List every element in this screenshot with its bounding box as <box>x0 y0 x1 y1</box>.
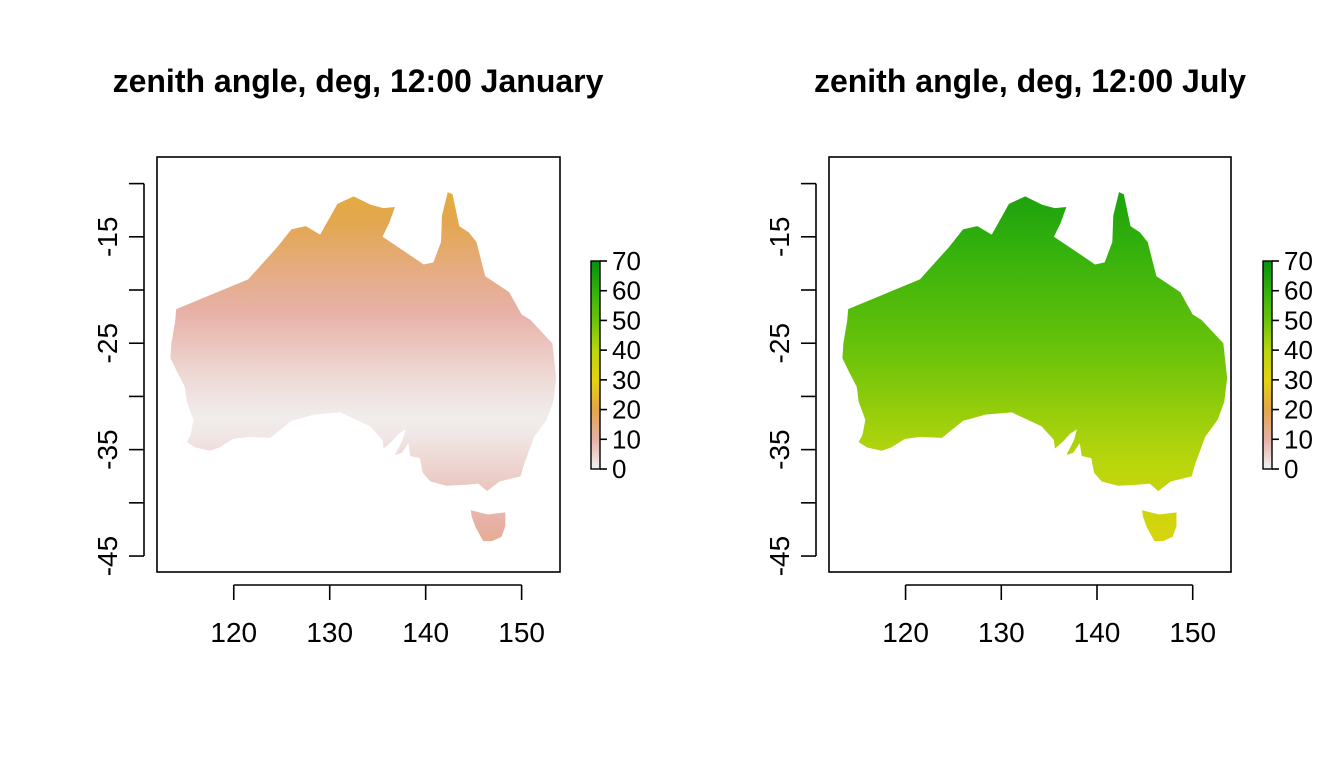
y-tick-label: -15 <box>764 217 795 257</box>
x-tick-label: 150 <box>498 617 545 648</box>
panel-2: zenith angle, deg, 12:00 July 120 130 140 15… <box>764 63 1313 648</box>
colorbar-ramp <box>590 260 601 470</box>
map-land-area <box>170 192 557 542</box>
colorbar-tick-label: 50 <box>1284 305 1313 335</box>
map-land-area <box>842 192 1228 542</box>
colorbar-tick-label: 0 <box>612 454 626 484</box>
y-tick-label: -45 <box>92 536 123 576</box>
colorbar-tick-label: 30 <box>612 365 641 395</box>
plot-frame <box>828 156 1232 573</box>
x-tick-label: 140 <box>402 617 449 648</box>
y-axis: -15 -25 -35 -45 <box>92 182 145 576</box>
plot-frame <box>156 156 561 573</box>
colorbar-tick-label: 70 <box>612 246 641 276</box>
y-axis: -15 -25 -35 -45 <box>764 182 817 576</box>
colorbar-tick-label: 40 <box>1284 335 1313 365</box>
y-tick-label: -15 <box>92 217 123 257</box>
x-tick-label: 150 <box>1169 617 1216 648</box>
x-tick-label: 130 <box>306 617 353 648</box>
x-tick-label: 120 <box>210 617 257 648</box>
y-tick-label: -45 <box>764 536 795 576</box>
y-tick-label: -35 <box>764 429 795 469</box>
chart-title: zenith angle, deg, 12:00 July <box>814 63 1246 99</box>
x-tick-label: 120 <box>882 617 929 648</box>
colorbar-tick-label: 20 <box>612 395 641 425</box>
colorbar-tick-label: 60 <box>1284 276 1313 306</box>
colorbar-tick-label: 40 <box>612 335 641 365</box>
y-tick-label: -25 <box>92 323 123 363</box>
colorbar-tick-label: 10 <box>1284 424 1313 454</box>
panel-1: zenith angle, deg, 12:00 January 120 130 14… <box>92 63 641 648</box>
chart-title: zenith angle, deg, 12:00 January <box>113 63 604 99</box>
y-tick-label: -35 <box>92 429 123 469</box>
x-axis: 120 130 140 150 <box>882 584 1216 648</box>
colorbar-tick-label: 10 <box>612 424 641 454</box>
colorbar-ramp <box>1262 260 1273 470</box>
x-tick-label: 140 <box>1074 617 1121 648</box>
colorbar-tick-label: 20 <box>1284 395 1313 425</box>
colorbar-tick-label: 70 <box>1284 246 1313 276</box>
y-tick-label: -25 <box>764 323 795 363</box>
colorbar-tick-label: 60 <box>612 276 641 306</box>
colorbar-tick-label: 30 <box>1284 365 1313 395</box>
x-axis: 120 130 140 150 <box>210 584 545 648</box>
colorbar-tick-label: 50 <box>612 305 641 335</box>
x-tick-label: 130 <box>978 617 1025 648</box>
colorbar-tick-label: 0 <box>1284 454 1298 484</box>
